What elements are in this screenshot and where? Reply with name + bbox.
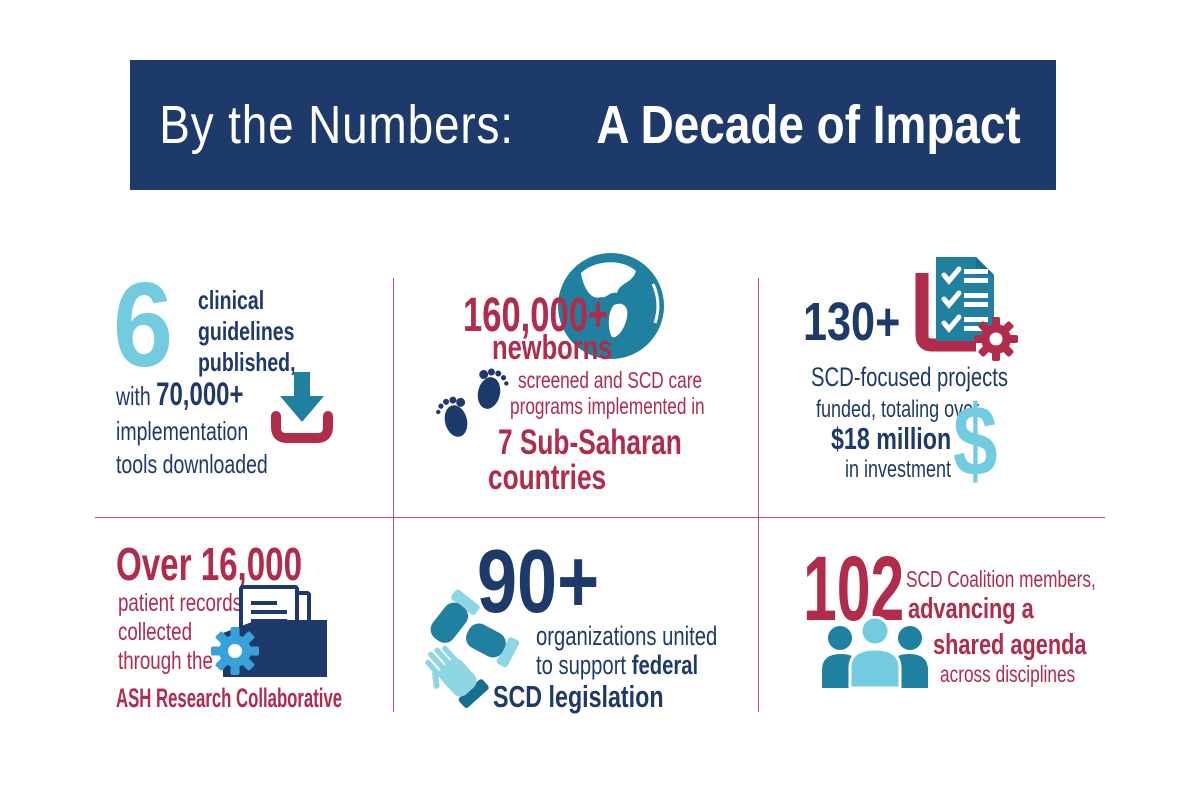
stat-text: through the [118, 647, 213, 675]
stat-emphasis: ASH Research Collaborative [116, 683, 343, 713]
stat-text: screened and SCD care [518, 367, 703, 393]
checklist-gear-icon [915, 257, 1018, 361]
panel-organizations-united: 90+ organizations united to support fede… [393, 517, 758, 760]
stat-text: organizations united [536, 621, 718, 651]
panel-clinical-guidelines: 6 clinical guidelines published, with 70… [95, 255, 393, 517]
baby-feet-icon [436, 368, 509, 437]
stat-emphasis: shared agenda [933, 629, 1087, 661]
stat-number-members: 102 [803, 538, 905, 640]
stat-text: programs implemented in [510, 393, 705, 419]
stat-text: in investment [845, 456, 952, 483]
stat-subject: newborns [492, 329, 613, 367]
stat-number-projects: 130+ [803, 292, 901, 352]
stat-text: funded, totaling over [816, 396, 980, 423]
stat-number-newborns: 160,000+ [463, 289, 609, 342]
folder-gear-icon [211, 585, 327, 677]
title-banner: By the Numbers: A Decade of Impact [130, 60, 1056, 190]
stat-text: to support federal [536, 650, 699, 680]
panel-patient-records: Over 16,000 patient records collected th… [95, 517, 393, 760]
stat-text: collected [118, 618, 193, 646]
stat-text: SCD Coalition members, [906, 566, 1096, 592]
globe-icon [558, 253, 664, 359]
stat-emphasis: countries [488, 458, 607, 497]
stat-text: implementation [116, 416, 249, 446]
divider-vertical-right [758, 278, 759, 712]
divider-horizontal [95, 517, 1105, 518]
stat-text: across disciplines [940, 661, 1076, 687]
panel-newborn-screening: 160,000+ newborns screened and SCD care … [393, 253, 758, 517]
stat-emphasis: SCD legislation [493, 679, 664, 714]
hands-together-icon [425, 589, 520, 708]
stat-number-guidelines: 6 [113, 258, 174, 392]
stat-emphasis: $18 million [831, 421, 952, 456]
stat-with-line: with 70,000+ [116, 376, 244, 412]
stat-heading-guidelines: clinical guidelines published, [198, 285, 296, 378]
stat-number-organizations: 90+ [477, 532, 600, 632]
stat-number-downloads: 70,000+ [156, 376, 244, 412]
people-group-icon [822, 616, 928, 688]
panel-coalition-members: 102 SCD Coalition members, advancing a s… [758, 517, 1105, 760]
stat-text: tools downloaded [116, 449, 268, 479]
stat-number-records: Over 16,000 [116, 538, 302, 590]
dollar-icon: $ [953, 385, 998, 497]
download-icon [271, 372, 333, 443]
stat-text: SCD-focused projects [811, 362, 1008, 392]
stat-text: patient records [118, 589, 243, 617]
stat-emphasis: 7 Sub-Saharan [498, 423, 682, 462]
panel-funded-projects: 130+ [758, 255, 1105, 517]
title-bold: A Decade of Impact [596, 95, 1021, 155]
divider-vertical-left [393, 278, 394, 712]
title-light: By the Numbers: [159, 95, 514, 155]
stat-emphasis: advancing a [908, 593, 1034, 625]
